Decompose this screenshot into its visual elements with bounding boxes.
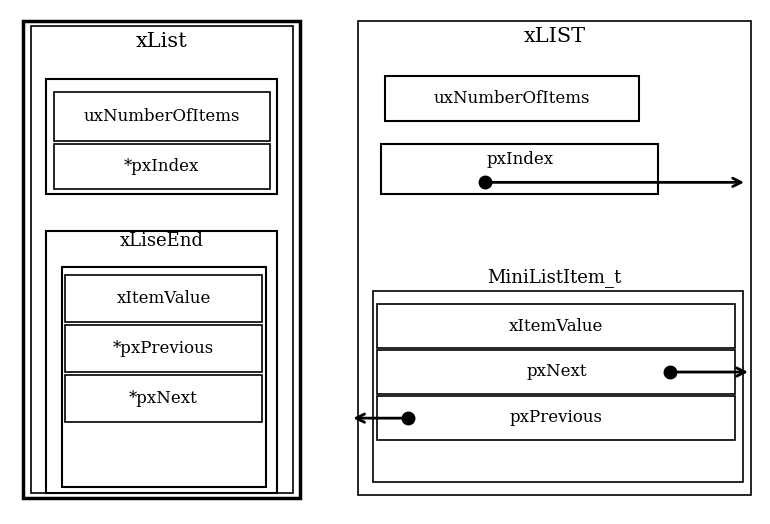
FancyBboxPatch shape xyxy=(373,291,743,482)
FancyBboxPatch shape xyxy=(358,21,751,495)
Text: *pxIndex: *pxIndex xyxy=(124,158,199,175)
FancyBboxPatch shape xyxy=(46,231,277,493)
Text: uxNumberOfItems: uxNumberOfItems xyxy=(83,108,240,125)
Text: pxPrevious: pxPrevious xyxy=(510,409,603,427)
FancyBboxPatch shape xyxy=(385,76,639,121)
Text: xList: xList xyxy=(136,32,188,51)
Text: pxIndex: pxIndex xyxy=(486,150,554,168)
FancyBboxPatch shape xyxy=(377,396,735,440)
FancyBboxPatch shape xyxy=(54,92,270,141)
Text: pxNext: pxNext xyxy=(526,363,587,380)
FancyBboxPatch shape xyxy=(54,144,270,189)
Text: uxNumberOfItems: uxNumberOfItems xyxy=(434,90,591,107)
Text: *pxNext: *pxNext xyxy=(129,390,198,407)
Text: xLIST: xLIST xyxy=(524,27,585,46)
Text: MiniListItem_t: MiniListItem_t xyxy=(487,268,621,287)
FancyBboxPatch shape xyxy=(62,267,266,487)
Text: xLiseEnd: xLiseEnd xyxy=(119,232,204,250)
FancyBboxPatch shape xyxy=(46,79,277,194)
FancyBboxPatch shape xyxy=(23,21,300,498)
FancyBboxPatch shape xyxy=(377,350,735,394)
FancyBboxPatch shape xyxy=(65,375,262,422)
FancyBboxPatch shape xyxy=(377,304,735,348)
FancyBboxPatch shape xyxy=(65,275,262,322)
FancyBboxPatch shape xyxy=(65,325,262,372)
Text: *pxPrevious: *pxPrevious xyxy=(113,340,214,357)
FancyBboxPatch shape xyxy=(381,144,658,194)
Text: xItemValue: xItemValue xyxy=(116,290,211,307)
Text: xItemValue: xItemValue xyxy=(509,318,604,335)
FancyBboxPatch shape xyxy=(31,26,293,493)
